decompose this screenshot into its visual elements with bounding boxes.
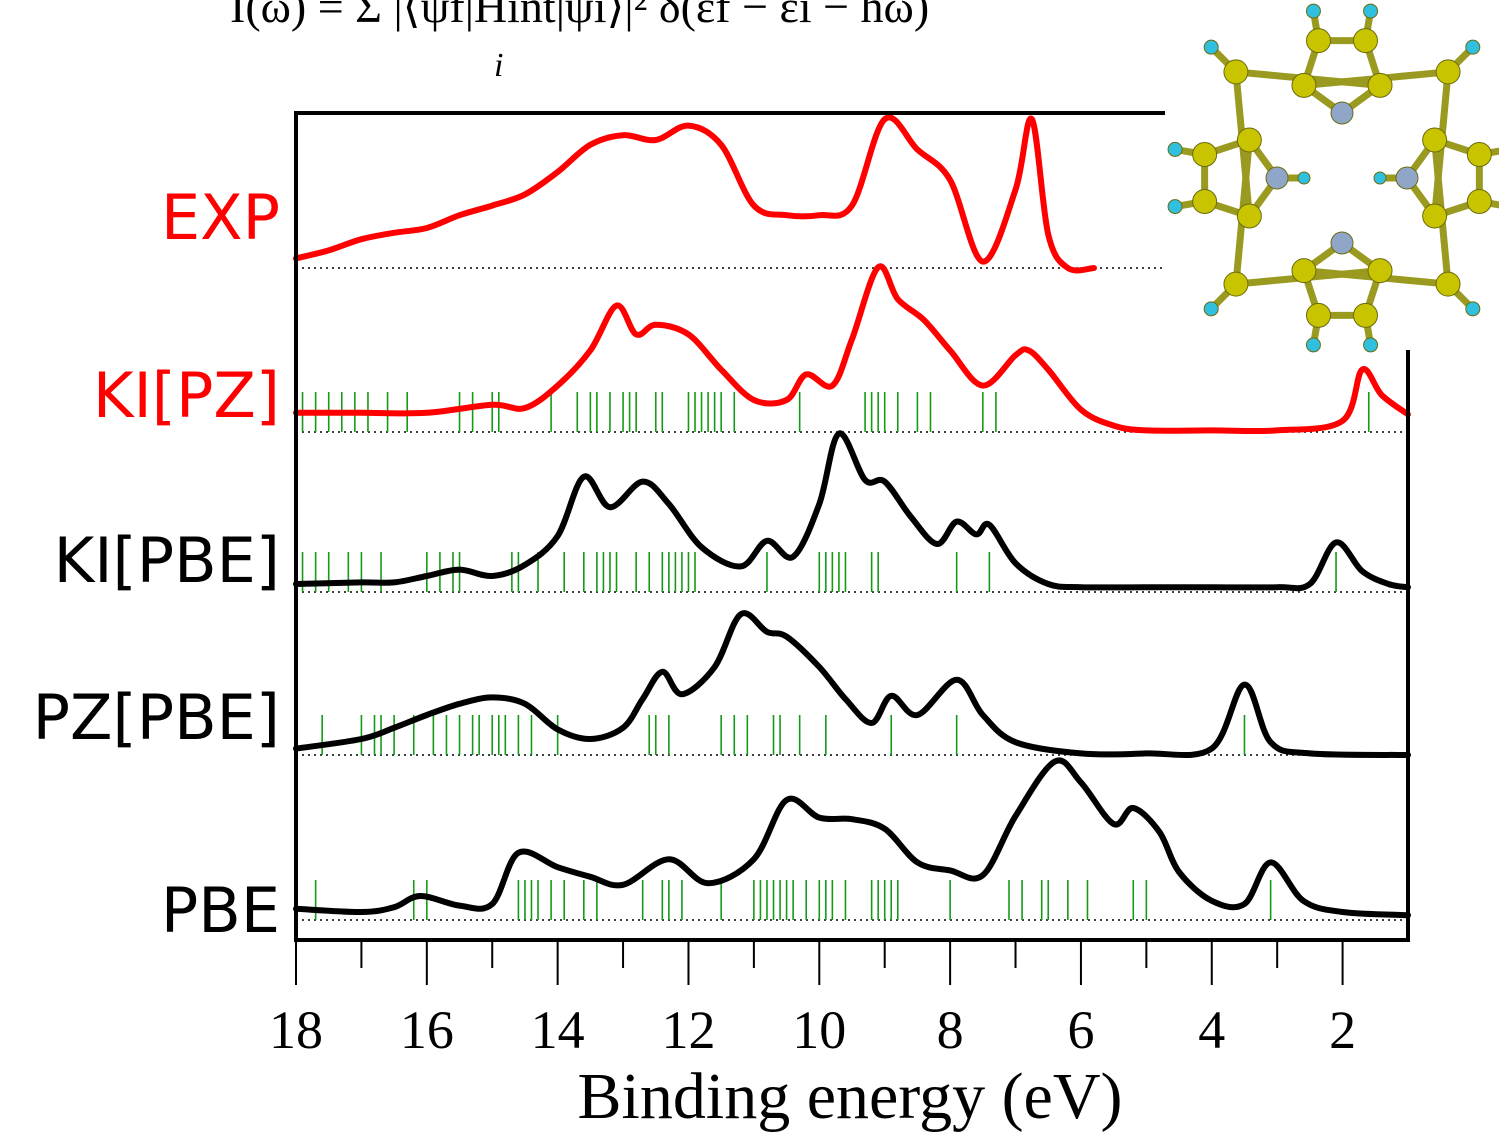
atom — [1193, 142, 1217, 166]
x-tick-label: 4 — [1198, 1000, 1225, 1060]
atom — [1266, 167, 1288, 189]
atom — [1364, 338, 1378, 352]
atom — [1168, 142, 1182, 156]
atom — [1396, 167, 1418, 189]
atom — [1354, 29, 1378, 53]
x-tick-label: 6 — [1067, 1000, 1094, 1060]
atom — [1467, 190, 1491, 214]
atom — [1193, 190, 1217, 214]
atom — [1368, 259, 1392, 283]
legend-label: PZ[PBE] — [33, 681, 280, 754]
atom — [1436, 60, 1460, 84]
atom — [1224, 272, 1248, 296]
molecule-image — [1165, 4, 1499, 352]
x-tick-label: 14 — [531, 1000, 585, 1060]
legend-label: KI[PBE] — [54, 524, 280, 597]
atom — [1364, 4, 1378, 18]
atom — [1466, 40, 1480, 54]
x-axis-label: Binding energy (eV) — [578, 1060, 1123, 1133]
formula: I(ω) = Σ |⟨ψf|Hint|ψi⟩|² δ(εf − εi − ħω) — [230, 0, 929, 32]
x-tick-label: 8 — [937, 1000, 964, 1060]
legend-label: KI[PZ] — [93, 359, 280, 432]
atom — [1331, 102, 1353, 124]
atom — [1374, 172, 1386, 184]
x-tick-label: 16 — [400, 1000, 454, 1060]
atom — [1306, 303, 1330, 327]
atom — [1237, 204, 1261, 228]
atom — [1237, 128, 1261, 152]
spectrum-curve — [296, 760, 1408, 915]
legend-label: EXP — [161, 181, 280, 254]
atom — [1423, 204, 1447, 228]
atom — [1306, 29, 1330, 53]
legend-label: PBE — [161, 874, 280, 947]
spectrum-curve — [296, 117, 1094, 270]
x-tick-label: 12 — [661, 1000, 715, 1060]
atom — [1204, 40, 1218, 54]
atom — [1368, 73, 1392, 97]
atom — [1292, 73, 1316, 97]
spectrum-curve — [296, 433, 1408, 588]
atom — [1436, 272, 1460, 296]
atom — [1354, 303, 1378, 327]
atom — [1298, 172, 1310, 184]
formula-index: i — [494, 47, 503, 84]
chart: I(ω) = Σ |⟨ψf|Hint|ψi⟩|² δ(εf − εi − ħω)… — [0, 0, 1499, 1146]
atom — [1331, 232, 1353, 254]
spectrum-curve — [296, 613, 1408, 755]
page: I(ω) = Σ |⟨ψf|Hint|ψi⟩|² δ(εf − εi − ħω)… — [0, 0, 1499, 1146]
atom — [1306, 338, 1320, 352]
atom — [1204, 302, 1218, 316]
atom — [1306, 4, 1320, 18]
x-tick-label: 18 — [269, 1000, 323, 1060]
atom — [1467, 142, 1491, 166]
atom — [1224, 60, 1248, 84]
atom — [1292, 259, 1316, 283]
atom — [1423, 128, 1447, 152]
x-tick-label: 10 — [792, 1000, 846, 1060]
atom — [1168, 200, 1182, 214]
x-tick-label: 2 — [1329, 1000, 1356, 1060]
atom — [1466, 302, 1480, 316]
